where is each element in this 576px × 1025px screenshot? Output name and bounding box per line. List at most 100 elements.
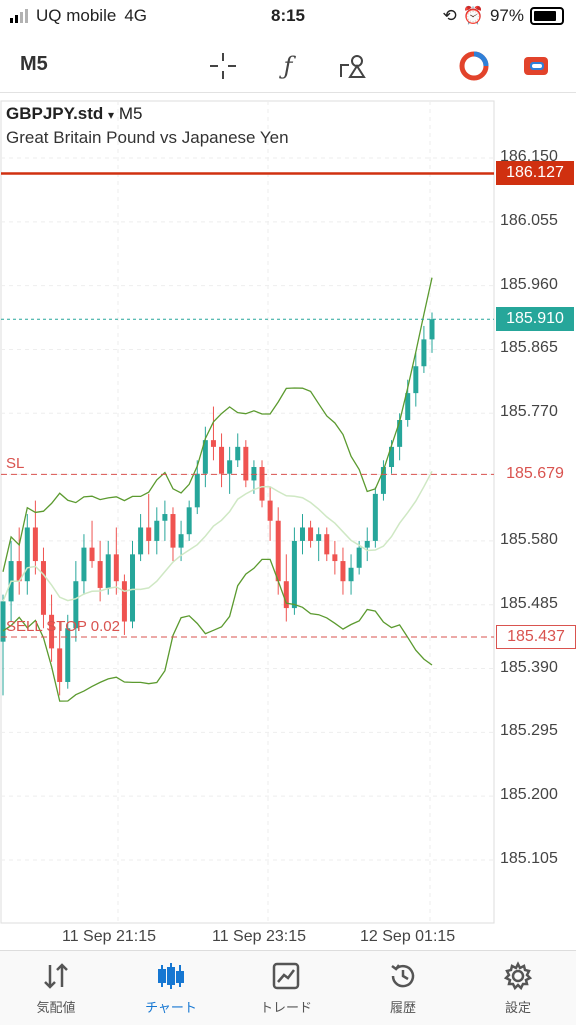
candle: [130, 554, 136, 622]
price-axis-label: 185.960: [500, 275, 558, 293]
price-axis-label: 185.105: [500, 850, 558, 867]
clock: 8:15: [270, 6, 306, 25]
trade-icon: [236, 961, 336, 991]
plot-frame: [0, 100, 495, 924]
price-axis-label: 185.485: [500, 594, 558, 612]
chart-icon: [121, 961, 221, 991]
settings-icon: [468, 961, 568, 991]
price-axis-label: 185.390: [500, 658, 558, 676]
tab-label: 履歴: [389, 1000, 416, 1015]
battery-percent: 97%: [489, 6, 524, 25]
price-chart[interactable]: [0, 100, 576, 940]
candle: [113, 554, 119, 582]
candle: [243, 446, 249, 481]
quotes-icon: [6, 961, 106, 991]
symbol-selector[interactable]: GBPJPY.std ▾ M5: [6, 104, 142, 124]
history-icon: [353, 961, 453, 991]
candle: [65, 628, 71, 682]
candle: [194, 473, 200, 508]
time-axis-label: 11 Sep 21:15: [62, 928, 157, 945]
candle: [283, 581, 289, 609]
bollinger-lower: [2, 558, 433, 702]
level-price-tag: 185.437: [496, 624, 576, 649]
candle: [348, 567, 354, 582]
candle: [57, 648, 63, 682]
candle: [138, 527, 144, 555]
candle: [186, 507, 192, 535]
candle: [356, 547, 362, 568]
tab-label: トレード: [259, 1000, 312, 1015]
tab-trade[interactable]: トレード: [236, 961, 336, 1016]
crosshair-icon[interactable]: [205, 48, 241, 84]
candle: [49, 614, 55, 649]
tab-label: 気配値: [36, 1000, 76, 1015]
symbol-name: GBPJPY.std: [6, 104, 104, 123]
status-bar: UQ mobile 4G 8:15 ⟲ ⏰ 97%: [0, 0, 576, 34]
tab-quotes[interactable]: 気配値: [6, 961, 106, 1016]
level-label: SL: [6, 455, 25, 473]
candle: [275, 520, 281, 582]
candle: [299, 527, 305, 541]
candle: [202, 440, 208, 474]
candle: [324, 534, 330, 555]
account-icon[interactable]: [518, 48, 554, 84]
signal-icon: [10, 9, 28, 23]
candle: [40, 561, 46, 615]
bollinger-upper: [2, 277, 433, 572]
tab-settings[interactable]: 設定: [468, 961, 568, 1016]
indicator-f-icon[interactable]: ƒ: [283, 52, 293, 80]
chart-toolbar: M5 ƒ: [0, 40, 576, 93]
candle: [24, 527, 30, 582]
candle: [372, 493, 378, 541]
candle: [105, 554, 111, 588]
tab-history[interactable]: 履歴: [353, 961, 453, 1016]
level-label: SELL STOP 0.02: [6, 617, 120, 635]
bollinger-middle: [2, 470, 433, 602]
candle: [235, 446, 241, 461]
price-axis-label: 185.770: [500, 403, 558, 421]
candle: [405, 393, 411, 420]
candle: [170, 514, 176, 548]
price-axis-label: 185.865: [500, 339, 558, 357]
candle: [227, 460, 233, 474]
candle: [121, 581, 127, 622]
tab-chart[interactable]: チャート: [121, 961, 221, 1016]
price-axis-label: 186.055: [500, 211, 558, 229]
candle: [0, 601, 6, 642]
carrier: UQ mobile: [36, 6, 117, 25]
level-price-tag: 186.127: [496, 161, 574, 186]
bottom-tab-bar: 気配値 チャート トレード 履歴 設定: [0, 950, 576, 1025]
candle: [73, 581, 79, 629]
candle: [32, 527, 38, 562]
time-axis-label: 12 Sep 01:15: [360, 928, 456, 945]
price-axis-label: 185.295: [500, 722, 558, 740]
candle: [316, 534, 322, 541]
chart-timeframe: M5: [118, 104, 143, 123]
bid-price-tag: 185.910: [496, 307, 574, 332]
chevron-down-icon: ▾: [108, 108, 115, 122]
candle: [308, 527, 314, 541]
symbol-description: Great Britain Pound vs Japanese Yen: [6, 128, 289, 147]
battery-icon: [530, 7, 564, 25]
candle: [364, 540, 370, 548]
price-axis-label: 185.580: [500, 530, 558, 548]
network-type: 4G: [124, 6, 147, 25]
level-price-tag: 185.679: [506, 465, 564, 483]
candle: [97, 561, 103, 588]
candle: [429, 319, 435, 340]
candle: [421, 339, 427, 367]
candle: [154, 520, 160, 541]
orientation-lock-icon: ⟲: [442, 6, 457, 25]
candle: [267, 500, 273, 521]
candle: [413, 366, 419, 394]
candle: [89, 547, 95, 562]
objects-icon[interactable]: [334, 48, 370, 84]
timeframe-button[interactable]: M5: [20, 53, 48, 75]
candle: [380, 467, 386, 494]
candle: [251, 467, 257, 481]
price-axis-label: 186.150: [500, 148, 558, 165]
candle: [81, 547, 87, 582]
candle: [397, 419, 403, 447]
trade-buttons-icon[interactable]: [456, 48, 492, 84]
candle: [178, 534, 184, 548]
